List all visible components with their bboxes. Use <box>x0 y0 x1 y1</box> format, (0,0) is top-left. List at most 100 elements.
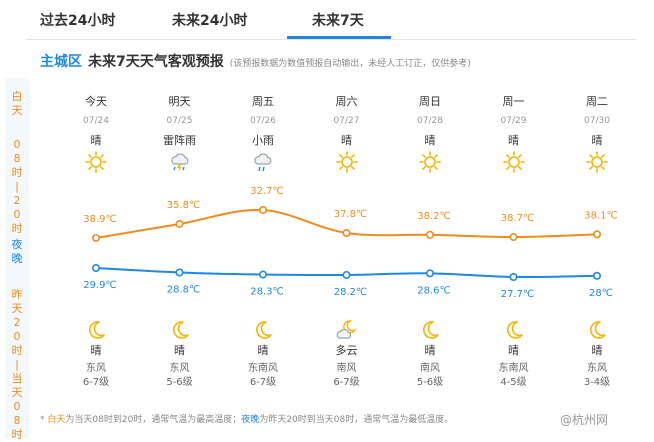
watermark: @杭州网 <box>560 413 609 427</box>
high-temp-point <box>175 219 184 228</box>
low-temp-label: 28.8℃ <box>167 285 201 296</box>
sun-icon <box>479 150 549 174</box>
day-name: 明天 <box>168 95 191 108</box>
day-weather: 晴 <box>591 134 603 147</box>
day-date: 07/24 <box>83 116 109 126</box>
day-weather: 晴 <box>341 134 352 147</box>
wind-info: 东风 3-4级 <box>562 362 632 390</box>
wind-level: 5-6级 <box>416 377 444 388</box>
cloud-moon-icon <box>312 318 382 342</box>
day-weather: 晴 <box>424 134 436 147</box>
day-date: 07/25 <box>166 116 193 126</box>
side-day-range: 0 8 时 | 2 0 时 <box>11 138 23 235</box>
high-temp-label: 35.8℃ <box>167 200 201 211</box>
tab-next-24h[interactable]: 未来24小时 <box>172 13 248 29</box>
wind-direction: 东南风 <box>248 363 278 374</box>
sun-icon <box>395 150 465 174</box>
high-temp-point <box>342 229 351 238</box>
wind-direction: 东风 <box>169 363 190 374</box>
night-weather: 多云 <box>335 344 358 357</box>
disclaimer-note: (该预报数据为数值预报自动输出，未经人工订正，仅供参考) <box>229 59 471 69</box>
wind-level: 6-7级 <box>249 377 277 388</box>
wind-info: 东风 5-6级 <box>145 362 215 390</box>
low-temp-point <box>342 270 351 279</box>
wind-info: 东南风 6-7级 <box>228 362 298 390</box>
day-name: 周一 <box>502 95 525 108</box>
high-temp-point <box>425 230 434 239</box>
low-temp-point <box>92 263 101 272</box>
night-weather: 晴 <box>90 344 102 357</box>
thunderstorm-icon <box>145 150 215 174</box>
high-temp-point <box>92 233 101 242</box>
wind-level: 6-7级 <box>82 377 110 388</box>
day-name: 周二 <box>586 95 608 108</box>
footnote-night-term: 夜晚 <box>241 415 260 425</box>
low-temp-label: 28.6℃ <box>417 285 451 296</box>
day-name: 周六 <box>335 95 358 108</box>
wind-direction: 东南风 <box>498 363 529 374</box>
night-weather: 晴 <box>257 344 269 357</box>
day-name: 今天 <box>85 95 107 108</box>
tab-divider <box>26 39 636 40</box>
low-temp-label: 29.9℃ <box>83 280 117 291</box>
time-period-sidebar: 白天 0 8 时 | 2 0 时 夜晚 昨天 2 0 时 | 当天 0 8 时 <box>5 78 29 441</box>
forecast-title: 主城区 未来7天天气客观预报 (该预报数据为数值预报自动输出，未经人工订正，仅供参考… <box>40 51 471 71</box>
tab-past-24h[interactable]: 过去24小时 <box>40 13 116 29</box>
wind-direction: 东风 <box>587 363 607 374</box>
sun-icon <box>562 150 632 174</box>
side-night-label: 夜晚 <box>11 238 23 265</box>
side-day-label: 白天 <box>11 90 23 117</box>
low-temp-point <box>592 271 601 280</box>
sun-icon <box>61 150 131 174</box>
moon-icon <box>145 318 215 342</box>
high-temp-point <box>592 230 601 239</box>
wind-info: 南风 5-6级 <box>395 362 465 390</box>
low-temp-label: 27.7℃ <box>501 289 535 300</box>
low-temp-point <box>258 270 267 279</box>
high-temp-label: 38.1℃ <box>584 210 618 221</box>
wind-direction: 东风 <box>86 363 106 374</box>
tab-bar: 过去24小时 未来24小时 未来7天 <box>0 0 654 40</box>
sun-icon <box>312 150 382 174</box>
day-date: 07/26 <box>250 116 276 126</box>
night-weather: 晴 <box>508 344 519 357</box>
day-name: 周日 <box>419 95 441 108</box>
page-title: 未来7天天气客观预报 <box>88 54 224 70</box>
rain-icon <box>228 150 298 174</box>
high-temp-label: 37.8℃ <box>334 209 368 220</box>
tab-next-7d[interactable]: 未来7天 <box>312 13 364 29</box>
low-temp-point <box>509 272 518 281</box>
night-weather: 晴 <box>424 344 436 357</box>
high-temp-point <box>258 206 267 215</box>
day-weather: 雷阵雨 <box>163 134 196 147</box>
side-night-range: 昨天 2 0 时 | 当天 0 8 时 <box>11 288 23 441</box>
footnote-day-term: 白天 <box>47 415 66 425</box>
active-tab-indicator <box>287 36 391 39</box>
wind-info: 东南风 4-5级 <box>479 362 549 390</box>
moon-icon <box>479 318 549 342</box>
moon-icon <box>395 318 465 342</box>
footnote: * 白天为当天08时到20时，通常气温为最高温度；夜晚为昨天20时到当天08时，… <box>40 412 453 425</box>
wind-level: 3-4级 <box>583 377 611 388</box>
day-weather: 晴 <box>508 134 519 147</box>
wind-level: 4-5级 <box>500 377 527 388</box>
high-temp-label: 38.7℃ <box>501 213 535 224</box>
wind-info: 南风 6-7级 <box>312 362 382 390</box>
wind-direction: 南风 <box>336 363 357 374</box>
footnote-star: * <box>40 415 48 425</box>
high-temp-label: 38.2℃ <box>417 211 451 222</box>
day-date: 07/29 <box>500 116 527 126</box>
high-temp-point <box>509 233 518 242</box>
night-weather: 晴 <box>174 344 185 357</box>
day-date: 07/28 <box>417 116 443 126</box>
night-weather: 晴 <box>591 344 603 357</box>
day-date: 07/30 <box>584 116 610 126</box>
moon-icon <box>228 318 298 342</box>
footnote-day-text: 为当天08时到20时，通常气温为最高温度； <box>65 415 242 425</box>
wind-direction: 南风 <box>420 363 440 374</box>
low-temp-point <box>425 269 434 278</box>
moon-icon <box>61 318 131 342</box>
low-temp-point <box>175 268 184 277</box>
day-name: 周五 <box>252 95 274 108</box>
